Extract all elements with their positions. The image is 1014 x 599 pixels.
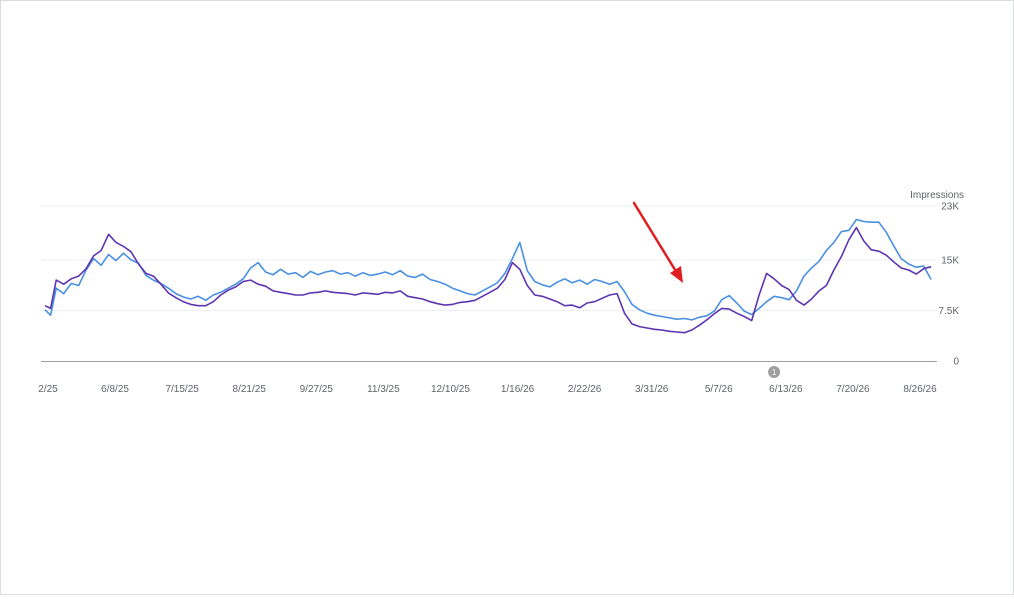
x-tick-label: 11/3/25 — [367, 384, 400, 395]
x-tick-label: 5/7/26 — [705, 384, 733, 395]
x-tick-label: 8/21/25 — [233, 384, 267, 395]
series-line-1 — [44, 218, 932, 321]
x-tick-label: 9/27/25 — [300, 384, 334, 395]
x-tick-label: 1/16/26 — [501, 384, 535, 395]
x-tick-label: 3/31/26 — [635, 384, 669, 395]
y-tick-label: 23K — [941, 202, 959, 213]
series-lines — [44, 218, 932, 334]
annotation-marker[interactable]: 1 — [768, 366, 781, 378]
x-tick-labels: 2/25 6/8/25 7/15/25 8/21/25 9/27/25 11/3/25 12… — [38, 384, 937, 395]
x-tick-label: 6/8/25 — [101, 384, 129, 395]
red-arrow-pointer — [632, 201, 683, 283]
y-tick-label: 15K — [941, 255, 959, 266]
y-tick-label: 0 — [953, 357, 959, 368]
x-tick-label: 8/26/26 — [903, 384, 937, 395]
x-tick-label: 6/13/26 — [769, 384, 803, 395]
series-line-2 — [44, 226, 932, 334]
x-tick-label: 7/15/25 — [165, 384, 199, 395]
x-tick-label: 12/10/25 — [431, 384, 470, 395]
y-axis-title: Impressions — [910, 190, 964, 201]
x-tick-label: 2/22/26 — [568, 384, 602, 395]
grid-lines — [41, 205, 937, 311]
y-tick-label: 7.5K — [938, 306, 959, 317]
annotation-label: 1 — [772, 368, 777, 377]
annotation-badge[interactable] — [768, 366, 781, 378]
y-tick-labels: 0 7.5K 15K 23K — [938, 202, 959, 368]
x-tick-label: 7/20/26 — [836, 384, 870, 395]
x-tick-label: 2/25 — [38, 384, 58, 395]
